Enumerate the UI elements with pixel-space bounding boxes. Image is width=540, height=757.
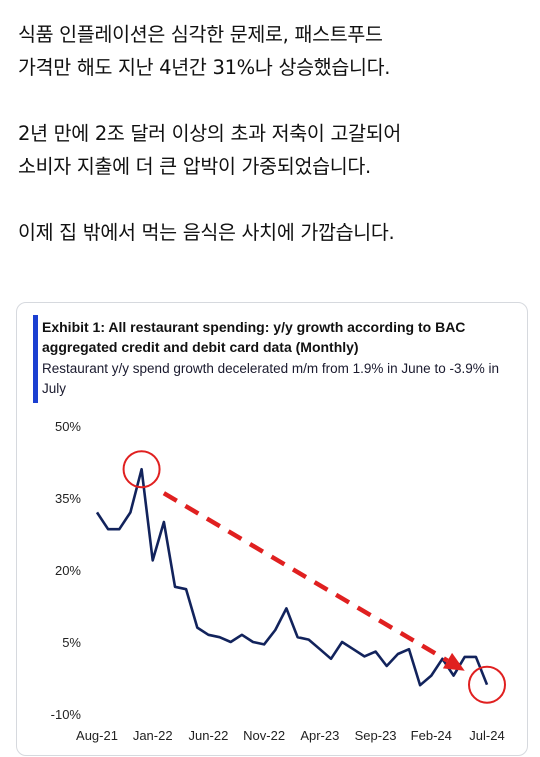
- x-tick-label: Aug-21: [76, 728, 118, 743]
- trend-arrow-head: [442, 652, 465, 671]
- x-tick-label: Jul-24: [469, 728, 504, 743]
- chart-subtitle: Restaurant y/y spend growth decelerated …: [42, 361, 499, 396]
- series-line: [95, 467, 489, 687]
- post-line: 소비자 지출에 더 큰 압박이 가중되었습니다.: [18, 155, 371, 178]
- highlight-circle: [468, 665, 506, 704]
- title-accent-bar: [33, 315, 38, 403]
- chart-title: Exhibit 1: All restaurant spending: y/y …: [42, 319, 466, 355]
- x-tick-label: Nov-22: [243, 728, 285, 743]
- trend-arrow-line: [162, 491, 449, 663]
- post-line: 가격만 해도 지난 4년간 31%나 상승했습니다.: [18, 56, 391, 79]
- y-tick-label: -10%: [51, 707, 82, 722]
- y-tick-label: 50%: [55, 419, 81, 434]
- post-text: 식품 인플레이션은 심각한 문제로, 패스트푸드 가격만 해도 지난 4년간 3…: [18, 18, 528, 282]
- line-chart: 50% 35% 20% 5% -10% Aug-21 Jan-22 Jun-22 Nov-22 A…: [51, 419, 506, 743]
- x-tick-label: Sep-23: [355, 728, 397, 743]
- highlight-circle: [122, 450, 161, 489]
- post-line: 이제 집 밖에서 먹는 음식은 사치에 가깝습니다.: [18, 221, 395, 244]
- y-tick-label: 20%: [55, 563, 81, 578]
- post-line: 식품 인플레이션은 심각한 문제로, 패스트푸드: [18, 23, 383, 46]
- post-paragraph-2: 2년 만에 2조 달러 이상의 초과 저축이 고갈되어 소비자 지출에 더 큰 …: [18, 117, 528, 183]
- x-tick-label: Apr-23: [300, 728, 339, 743]
- y-tick-label: 5%: [62, 635, 81, 650]
- chart-image-card[interactable]: Exhibit 1: All restaurant spending: y/y …: [16, 302, 528, 756]
- x-tick-label: Jun-22: [189, 728, 229, 743]
- post-line: 2년 만에 2조 달러 이상의 초과 저축이 고갈되어: [18, 122, 402, 145]
- post-paragraph-1: 식품 인플레이션은 심각한 문제로, 패스트푸드 가격만 해도 지난 4년간 3…: [18, 18, 528, 84]
- y-tick-label: 35%: [55, 491, 81, 506]
- x-tick-label: Jan-22: [133, 728, 173, 743]
- x-tick-label: Feb-24: [411, 728, 452, 743]
- post-paragraph-3: 이제 집 밖에서 먹는 음식은 사치에 가깝습니다.: [18, 216, 528, 249]
